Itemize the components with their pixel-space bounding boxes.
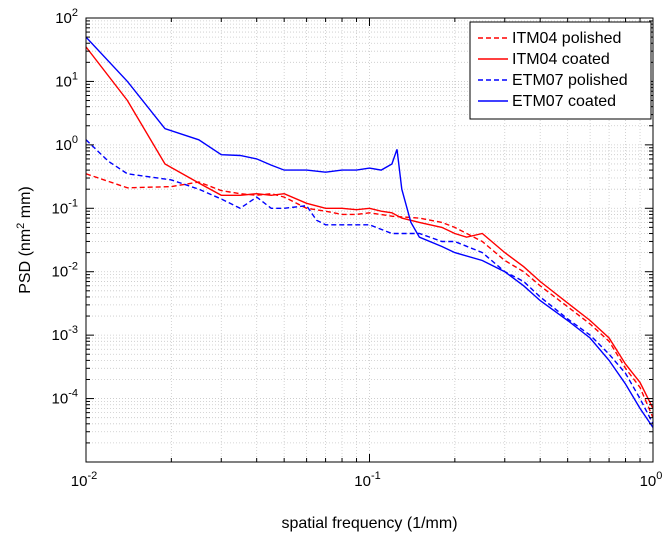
legend-label-1: ITM04 coated [512,51,610,68]
y-tick-label: 10-4 [52,388,78,408]
series-line-0 [86,173,653,418]
x-tick-label: 10-1 [354,470,380,490]
y-tick-label: 10-2 [52,261,78,281]
series-line-1 [86,46,653,409]
legend-label-2: ETM07 polished [512,72,628,89]
x-tick-label-base: 10 [354,473,371,490]
y-tick-label-exponent: 1 [72,70,78,82]
x-tick-label: 100 [640,470,663,490]
legend-label-0: ITM04 polished [512,30,621,47]
x-tick-label-exponent: -2 [87,470,97,482]
axis-ticks [85,18,653,463]
y-tick-label: 10-3 [52,324,78,344]
y-tick-label-exponent: -3 [68,324,78,336]
y-tick-label-base: 10 [55,137,72,154]
legend: ITM04 polished ITM04 coated ETM07 polished… [469,21,652,120]
y-tick-label-base: 10 [52,200,69,217]
y-tick-label-exponent: -1 [68,197,78,209]
y-tick-label-base: 10 [55,73,72,90]
x-tick-label: 10-2 [71,470,97,490]
y-tick-label-base: 10 [55,10,72,27]
legend-label-3: ETM07 coated [512,93,616,110]
y-tick-label: 10-1 [52,197,78,217]
y-tick-label: 102 [55,7,78,27]
y-axis-label-suffix: mm) [17,186,34,222]
y-tick-label: 101 [55,70,78,90]
x-tick-label-base: 10 [640,473,657,490]
series-line-2 [86,139,653,425]
y-tick-label-base: 10 [52,264,69,281]
y-tick-label-exponent: 2 [72,7,78,19]
x-axis-label: spatial frequency (1/mm) [281,515,457,532]
y-axis-label-sup: 2 [15,223,27,229]
y-axis-label: PSD (nm2 mm) [15,186,34,293]
x-tick-label-base: 10 [71,473,88,490]
series-lines [86,36,653,428]
series-line-3 [86,36,653,428]
legend-box [469,21,652,120]
x-tick-label-exponent: 0 [656,470,662,482]
y-tick-label-base: 10 [52,327,69,344]
x-tick-label-exponent: -1 [371,470,381,482]
y-axis-label-prefix: PSD (nm [17,229,34,294]
y-tick-label-base: 10 [52,391,69,408]
y-tick-label-exponent: -2 [68,261,78,273]
y-tick-label-exponent: -4 [68,388,78,400]
y-tick-label: 100 [55,134,78,154]
y-tick-label-exponent: 0 [72,134,78,146]
